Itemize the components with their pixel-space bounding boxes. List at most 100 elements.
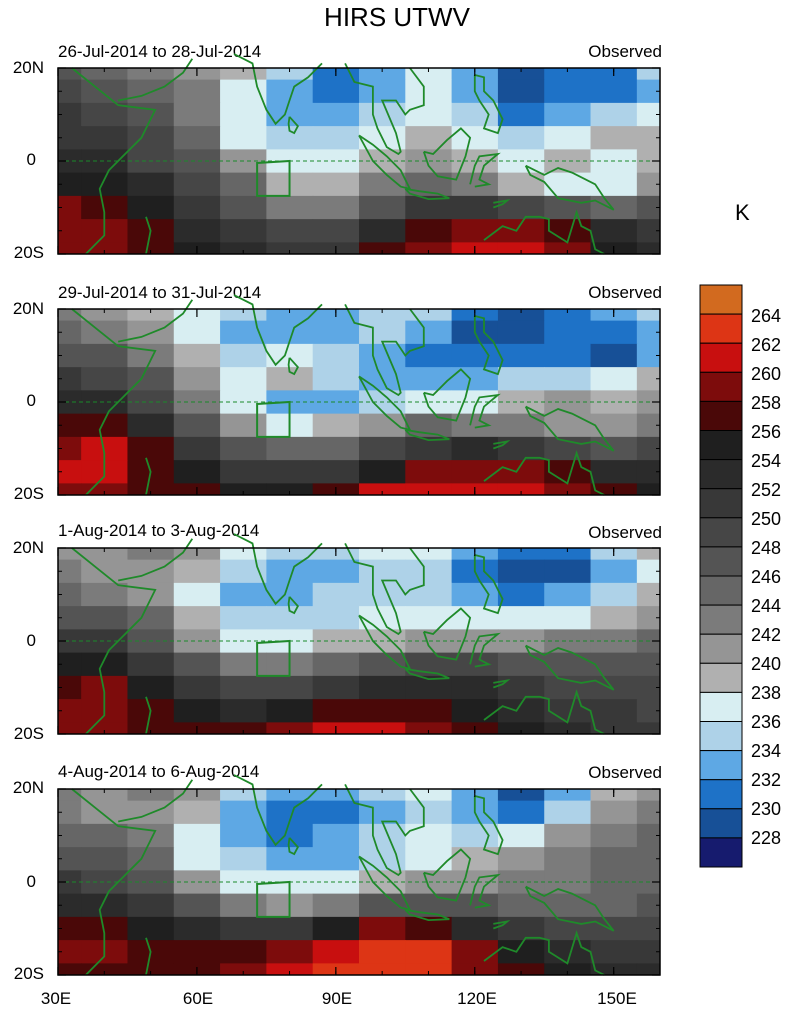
heatmap-cell bbox=[173, 559, 221, 584]
heatmap-cell bbox=[544, 413, 592, 438]
heatmap-cell bbox=[58, 320, 82, 345]
heatmap-cell bbox=[497, 460, 545, 484]
heatmap-cell bbox=[451, 102, 499, 127]
colorbar-swatch bbox=[699, 633, 743, 664]
heatmap-cell bbox=[405, 79, 453, 104]
panel-3-tag: Observed bbox=[588, 523, 662, 542]
lat-label-20n: 20N bbox=[12, 299, 44, 318]
heatmap-cell bbox=[81, 390, 128, 415]
heatmap-cell bbox=[497, 699, 545, 723]
heatmap-cell bbox=[544, 548, 592, 561]
heatmap-cell bbox=[173, 79, 221, 104]
heatmap-cell bbox=[266, 916, 314, 941]
heatmap-cell bbox=[497, 343, 545, 368]
heatmap-cell bbox=[81, 309, 128, 322]
coastline bbox=[145, 216, 152, 255]
heatmap-cell bbox=[312, 652, 360, 677]
heatmap-cell bbox=[497, 413, 545, 438]
heatmap-cell bbox=[81, 722, 128, 735]
heatmap-cell bbox=[127, 963, 175, 976]
colorbar-swatch bbox=[699, 430, 743, 461]
colorbar-label: 238 bbox=[751, 683, 782, 703]
heatmap-cell bbox=[636, 722, 661, 735]
heatmap-cell bbox=[359, 893, 406, 918]
heatmap-cell bbox=[81, 126, 128, 150]
coastline bbox=[287, 357, 299, 376]
heatmap-cell bbox=[58, 582, 82, 607]
lat-label-20s: 20S bbox=[13, 484, 44, 503]
heatmap-cell bbox=[544, 483, 592, 496]
heatmap-cell bbox=[451, 823, 499, 848]
heatmap-cell bbox=[497, 483, 545, 496]
heatmap-cell bbox=[58, 559, 82, 584]
coastline bbox=[469, 873, 501, 909]
heatmap-cell bbox=[405, 343, 453, 368]
heatmap-cell bbox=[636, 320, 661, 345]
heatmap-cell bbox=[312, 195, 360, 220]
colorbar-unit: K bbox=[735, 200, 750, 225]
heatmap-cell bbox=[81, 149, 128, 174]
heatmap-cell bbox=[266, 606, 314, 630]
heatmap-cell bbox=[173, 629, 221, 654]
heatmap-cell bbox=[359, 219, 406, 243]
target-box bbox=[256, 400, 291, 438]
heatmap-cell bbox=[590, 102, 638, 127]
heatmap-cell bbox=[81, 367, 128, 391]
heatmap-cell bbox=[266, 559, 314, 584]
heatmap-cell bbox=[81, 893, 128, 918]
heatmap-cell bbox=[312, 172, 360, 197]
heatmap-cell bbox=[451, 195, 499, 220]
heatmap-cell bbox=[127, 126, 175, 150]
lat-label-20n: 20N bbox=[12, 778, 44, 797]
colorbar-swatch bbox=[699, 808, 743, 839]
heatmap-cell bbox=[451, 172, 499, 197]
heatmap-cell bbox=[220, 963, 267, 976]
heatmap-cell bbox=[220, 847, 267, 871]
heatmap-cell bbox=[405, 582, 453, 607]
heatmap-cell bbox=[312, 79, 360, 104]
heatmap-cell bbox=[81, 675, 128, 700]
heatmap-cell bbox=[497, 916, 545, 941]
coastline bbox=[473, 795, 504, 856]
heatmap-cell bbox=[451, 940, 499, 964]
heatmap-cell bbox=[220, 242, 267, 255]
heatmap-cell bbox=[58, 367, 82, 391]
heatmap-cell bbox=[312, 582, 360, 607]
heatmap-cell bbox=[266, 940, 314, 964]
coastline bbox=[233, 774, 323, 847]
heatmap-cell bbox=[173, 343, 221, 368]
coastline bbox=[233, 53, 323, 126]
heatmap-cell bbox=[405, 629, 453, 654]
heatmap-cell bbox=[544, 800, 592, 825]
heatmap-cell bbox=[81, 582, 128, 607]
coastline bbox=[524, 405, 615, 452]
heatmap-cell bbox=[173, 390, 221, 415]
heatmap-cell bbox=[544, 893, 592, 918]
heatmap-cell bbox=[405, 916, 453, 941]
heatmap-cell bbox=[58, 652, 82, 677]
heatmap-cell bbox=[127, 582, 175, 607]
heatmap-cell bbox=[359, 460, 406, 484]
colorbar-swatch bbox=[699, 546, 743, 577]
heatmap-cell bbox=[220, 320, 267, 345]
heatmap-cell bbox=[266, 367, 314, 391]
heatmap-cell bbox=[636, 195, 661, 220]
heatmap-cell bbox=[636, 652, 661, 677]
colorbar-label: 250 bbox=[751, 509, 782, 529]
coastline bbox=[71, 67, 157, 255]
heatmap-cell bbox=[636, 916, 661, 941]
heatmap-cell bbox=[312, 149, 360, 174]
heatmap-cell bbox=[359, 309, 406, 322]
heatmap-cell bbox=[359, 195, 406, 220]
heatmap-cell bbox=[173, 195, 221, 220]
heatmap-cell bbox=[127, 823, 175, 848]
heatmap-cell bbox=[58, 800, 82, 825]
heatmap-cell bbox=[58, 413, 82, 438]
heatmap-cell bbox=[636, 219, 661, 243]
heatmap-cell bbox=[312, 629, 360, 654]
heatmap-cell bbox=[220, 367, 267, 391]
heatmap-cell bbox=[451, 699, 499, 723]
lon-label-60e: 60E bbox=[182, 989, 214, 1008]
heatmap-cell bbox=[173, 606, 221, 630]
